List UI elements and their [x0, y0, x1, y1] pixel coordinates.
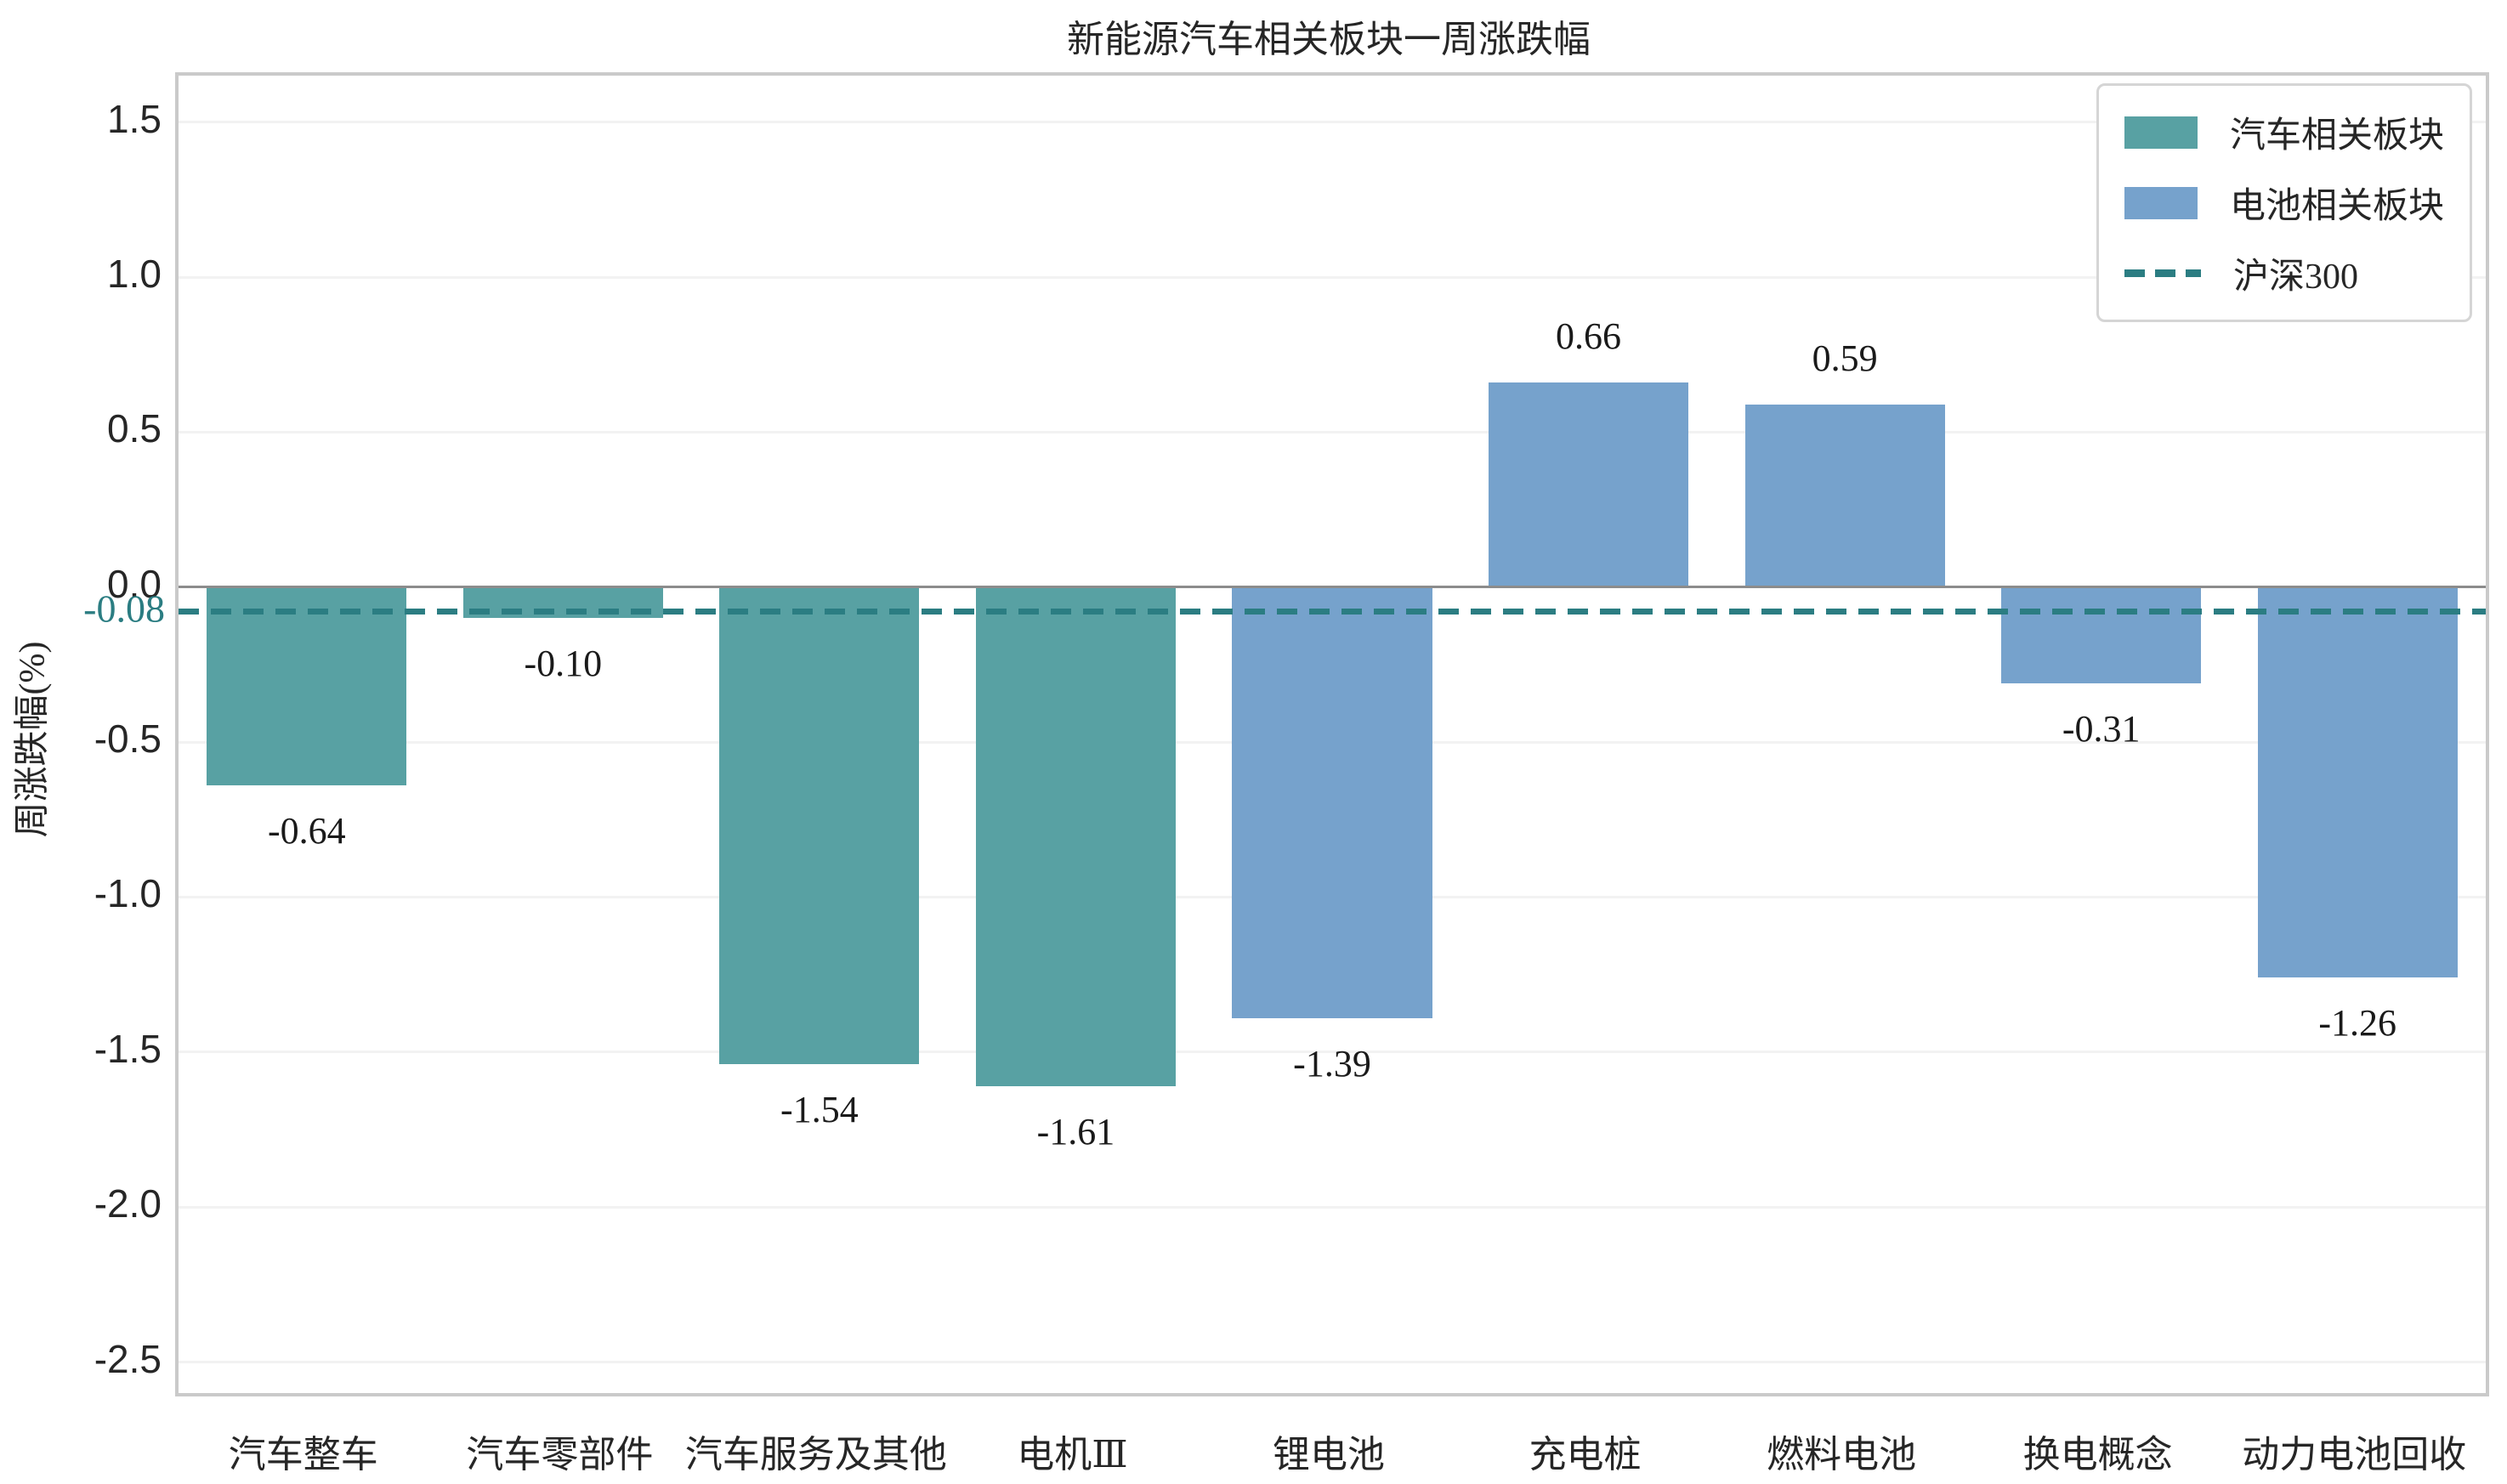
- bar-value-label: -1.39: [1293, 1042, 1371, 1085]
- legend-label: 电池相关板块: [2229, 187, 2444, 226]
- csi300-reference-line: [179, 609, 2486, 615]
- x-tick-label: 锂电池: [1273, 1434, 1385, 1476]
- x-tick-label: 汽车零部件: [466, 1434, 654, 1476]
- bar-汽车整车: [207, 586, 407, 786]
- bar-value-label: -1.26: [2318, 1002, 2397, 1045]
- x-tick-label: 汽车服务及其他: [684, 1434, 947, 1476]
- bar-燃料电池: [1744, 404, 1945, 587]
- y-tick-label: 0.0: [107, 561, 162, 606]
- gridline: [179, 430, 2486, 433]
- y-tick-label: -0.5: [94, 717, 162, 762]
- y-tick-label: -1.5: [94, 1026, 162, 1071]
- bar-value-label: -0.10: [524, 643, 603, 685]
- x-axis: 汽车整车 汽车零部件 汽车服务及其他 电机Ⅲ 锂电池 充电桩 燃料电池 换电概念 动力电池回收: [175, 1415, 2482, 1476]
- gridline: [179, 1205, 2486, 1209]
- bar-value-label: -0.64: [267, 810, 346, 852]
- y-tick-label: 1.5: [107, 96, 162, 141]
- gridline: [179, 1361, 2486, 1364]
- bar-value-label: 0.59: [1812, 337, 1878, 379]
- x-tick-label: 换电概念: [2022, 1434, 2173, 1476]
- legend-item-csi300: 沪深300: [2124, 247, 2444, 299]
- bar-value-label: -0.31: [2062, 707, 2141, 750]
- y-axis-title: 周涨跌幅(%): [13, 641, 53, 838]
- bar-value-label: -1.54: [780, 1089, 859, 1131]
- auto-sector-swatch-icon: [2124, 116, 2198, 149]
- bar-换电概念: [2001, 586, 2202, 683]
- legend-label: 沪深300: [2232, 258, 2358, 297]
- y-tick-label: -1.0: [94, 871, 162, 916]
- dashed-line-swatch-icon: [2124, 269, 2201, 277]
- legend-label: 汽车相关板块: [2229, 116, 2444, 156]
- y-tick-label: -2.5: [94, 1336, 162, 1381]
- bar-value-label: -1.61: [1036, 1110, 1115, 1153]
- bar-动力电池回收: [2257, 586, 2458, 978]
- legend-item-auto-sector: 汽车相关板块: [2124, 106, 2444, 158]
- battery-sector-swatch-icon: [2124, 186, 2198, 219]
- bar-锂电池: [1232, 586, 1432, 1018]
- gridline: [179, 275, 2486, 279]
- x-tick-label: 汽车整车: [228, 1434, 378, 1476]
- y-tick-label: 0.5: [107, 406, 162, 451]
- bar-充电桩: [1488, 382, 1689, 587]
- zero-line: [179, 586, 2486, 589]
- bar-value-label: 0.66: [1556, 315, 1622, 358]
- x-tick-label: 电机Ⅲ: [1017, 1434, 1128, 1476]
- y-axis: 1.5 1.0 0.5 0.0 -0.5 -1.0 -1.5 -2.0 -2.5 -0.08: [0, 72, 168, 1390]
- x-tick-label: 充电桩: [1529, 1434, 1642, 1476]
- bar-汽车服务及其他: [719, 586, 920, 1065]
- csi300-value-label: -0.08: [83, 586, 165, 631]
- x-tick-label: 动力电池回收: [2242, 1434, 2467, 1476]
- legend-item-battery-sector: 电池相关板块: [2124, 177, 2444, 229]
- y-tick-label: 1.0: [107, 252, 162, 297]
- legend: 汽车相关板块 电池相关板块 沪深300: [2096, 83, 2472, 322]
- y-tick-label: -2.0: [94, 1181, 162, 1226]
- x-tick-label: 燃料电池: [1767, 1434, 1917, 1476]
- chart-title: 新能源汽车相关板块一周涨跌幅: [1067, 19, 1591, 60]
- gridline: [179, 121, 2486, 124]
- gridline: [179, 1051, 2486, 1054]
- bar-电机Ⅲ: [975, 586, 1177, 1086]
